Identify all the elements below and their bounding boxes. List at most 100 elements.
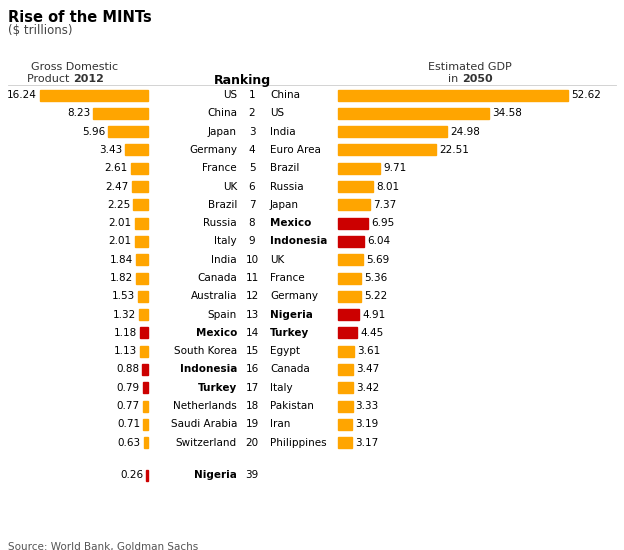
Text: South Korea: South Korea — [174, 346, 237, 356]
Text: Brazil: Brazil — [270, 163, 300, 173]
Text: 1.13: 1.13 — [114, 346, 137, 356]
Text: 1.53: 1.53 — [112, 292, 135, 301]
Text: Netherlands: Netherlands — [173, 401, 237, 411]
Bar — [132, 181, 148, 192]
Bar — [338, 346, 354, 357]
Text: 11: 11 — [245, 273, 258, 283]
Text: 0.79: 0.79 — [117, 383, 140, 393]
Text: 15: 15 — [245, 346, 258, 356]
Bar — [144, 419, 148, 430]
Text: US: US — [223, 90, 237, 100]
Bar — [338, 272, 361, 283]
Text: Ranking: Ranking — [213, 74, 271, 87]
Text: Germany: Germany — [270, 292, 318, 301]
Text: 0.26: 0.26 — [120, 470, 144, 480]
Bar — [338, 181, 373, 192]
Text: 1.32: 1.32 — [113, 310, 136, 320]
Text: India: India — [270, 126, 296, 136]
Text: 5.22: 5.22 — [364, 292, 387, 301]
Bar — [338, 419, 352, 430]
Text: Italy: Italy — [215, 236, 237, 246]
Text: Japan: Japan — [208, 126, 237, 136]
Text: 3.43: 3.43 — [99, 145, 122, 155]
Text: UK: UK — [223, 182, 237, 191]
Text: France: France — [202, 163, 237, 173]
Text: 1.18: 1.18 — [114, 328, 137, 338]
Text: 1: 1 — [249, 90, 255, 100]
Bar — [338, 309, 359, 320]
Bar — [338, 364, 353, 375]
Text: 3.17: 3.17 — [355, 438, 378, 448]
Bar — [140, 327, 148, 338]
Text: 13: 13 — [245, 310, 258, 320]
Text: Mexico: Mexico — [196, 328, 237, 338]
Bar — [135, 218, 148, 229]
Text: Philippines: Philippines — [270, 438, 326, 448]
Text: 3.19: 3.19 — [355, 420, 378, 430]
Text: Italy: Italy — [270, 383, 293, 393]
Text: 39: 39 — [245, 470, 258, 480]
Text: 34.58: 34.58 — [492, 108, 522, 118]
Text: 0.63: 0.63 — [118, 438, 141, 448]
Text: 2.01: 2.01 — [109, 236, 132, 246]
Text: 3.61: 3.61 — [357, 346, 380, 356]
Bar — [139, 309, 148, 320]
Bar — [125, 145, 148, 156]
Bar — [109, 126, 148, 137]
Text: Indonesia: Indonesia — [270, 236, 328, 246]
Bar — [146, 470, 148, 481]
Text: 5.69: 5.69 — [366, 255, 389, 265]
Bar — [133, 199, 148, 210]
Text: 8: 8 — [249, 218, 255, 228]
Text: Source: World Bank, Goldman Sachs: Source: World Bank, Goldman Sachs — [8, 542, 198, 550]
Text: UK: UK — [270, 255, 285, 265]
Text: 6: 6 — [249, 182, 255, 191]
Text: 14: 14 — [245, 328, 258, 338]
Text: Canada: Canada — [197, 273, 237, 283]
Text: 16.24: 16.24 — [7, 90, 37, 100]
Bar — [338, 327, 358, 338]
Bar — [338, 199, 370, 210]
Bar — [338, 291, 361, 302]
Text: ($ trillions): ($ trillions) — [8, 24, 72, 37]
Text: 0.88: 0.88 — [116, 365, 139, 375]
Text: US: US — [270, 108, 284, 118]
Text: India: India — [212, 255, 237, 265]
Text: Turkey: Turkey — [270, 328, 310, 338]
Text: Egypt: Egypt — [270, 346, 300, 356]
Text: 5.36: 5.36 — [364, 273, 388, 283]
Text: Australia: Australia — [190, 292, 237, 301]
Text: Product: Product — [27, 74, 73, 84]
Text: 2050: 2050 — [462, 74, 492, 84]
Text: France: France — [270, 273, 305, 283]
Text: Russia: Russia — [203, 218, 237, 228]
Text: 4.91: 4.91 — [363, 310, 386, 320]
Text: 8.01: 8.01 — [376, 182, 399, 191]
Text: 3: 3 — [249, 126, 255, 136]
Text: 5: 5 — [249, 163, 255, 173]
Text: 1.82: 1.82 — [110, 273, 133, 283]
Text: 0.77: 0.77 — [117, 401, 140, 411]
Text: 2: 2 — [249, 108, 255, 118]
Bar — [93, 108, 148, 119]
Text: 7: 7 — [249, 200, 255, 210]
Text: Indonesia: Indonesia — [180, 365, 237, 375]
Bar — [338, 90, 568, 101]
Text: 6.04: 6.04 — [368, 236, 391, 246]
Text: China: China — [270, 90, 300, 100]
Text: 22.51: 22.51 — [439, 145, 469, 155]
Bar — [338, 218, 368, 229]
Text: 16: 16 — [245, 365, 258, 375]
Text: 4: 4 — [249, 145, 255, 155]
Bar — [142, 364, 148, 375]
Text: Estimated GDP: Estimated GDP — [428, 62, 512, 72]
Bar — [144, 437, 148, 448]
Text: 2012: 2012 — [73, 74, 104, 84]
Bar — [338, 382, 353, 393]
Text: in: in — [448, 74, 462, 84]
Text: Germany: Germany — [189, 145, 237, 155]
Bar — [140, 346, 148, 357]
Text: 2.25: 2.25 — [107, 200, 130, 210]
Text: China: China — [207, 108, 237, 118]
Bar — [338, 126, 447, 137]
